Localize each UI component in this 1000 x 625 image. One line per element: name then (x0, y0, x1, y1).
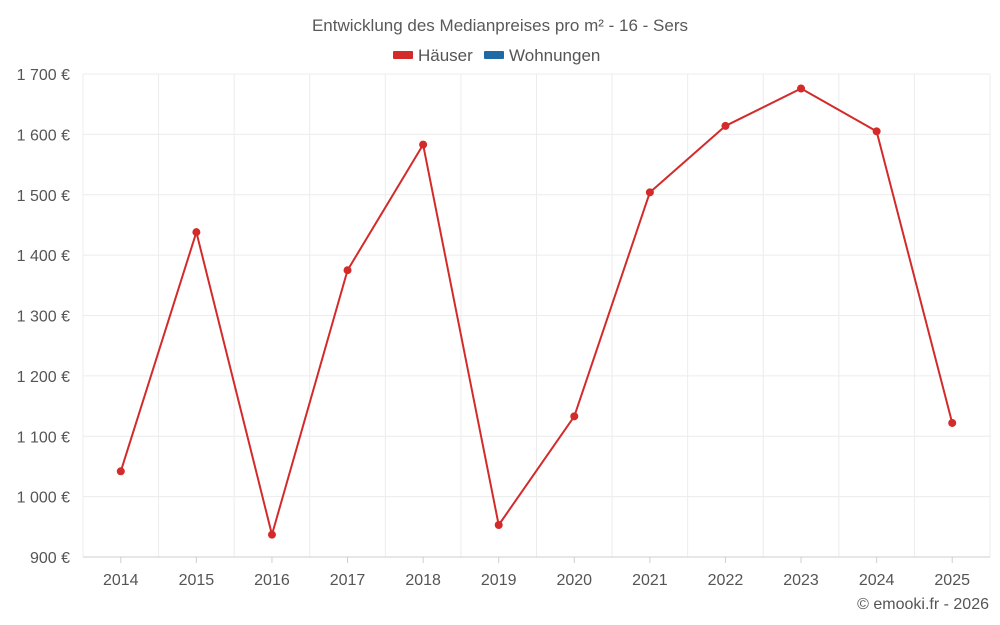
x-tick-label: 2023 (783, 572, 819, 589)
y-tick-labels: 900 € 1 000 € 1 100 € 1 200 € 1 300 € 1 400 €… (17, 67, 70, 567)
x-tick-label: 2020 (556, 572, 592, 589)
y-tick-label: 1 200 € (17, 369, 70, 386)
legend-item-haeuser[interactable]: Häuser (393, 46, 473, 65)
data-point-haeuser-2025[interactable] (948, 418, 957, 427)
y-tick-label: 1 100 € (17, 429, 70, 446)
y-tick-label: 1 300 € (17, 309, 70, 326)
x-tick-labels: 2014 2015 2016 2017 2018 2019 2020 2021 2022 2023… (103, 572, 970, 589)
data-point-haeuser-2016[interactable] (267, 530, 276, 539)
data-point-haeuser-2019[interactable] (494, 521, 503, 530)
credit-text: © emooki.fr - 2026 (857, 596, 989, 613)
y-tick-label: 1 700 € (17, 67, 70, 84)
series-haeuser (116, 84, 957, 539)
x-tick-label: 2019 (481, 572, 517, 589)
x-tick-label: 2014 (103, 572, 139, 589)
data-point-haeuser-2023[interactable] (797, 84, 806, 93)
data-point-haeuser-2017[interactable] (343, 266, 352, 275)
legend: Häuser Wohnungen (393, 46, 600, 65)
legend-swatch-wohnungen (484, 51, 504, 59)
x-tick-label: 2015 (179, 572, 215, 589)
x-tick-label: 2021 (632, 572, 668, 589)
x-tick-label: 2018 (405, 572, 441, 589)
axes (83, 556, 990, 563)
data-point-haeuser-2018[interactable] (419, 140, 428, 149)
x-tick-label: 2017 (330, 572, 366, 589)
series-line-haeuser (119, 87, 954, 536)
grid (82, 73, 991, 557)
y-tick-label: 900 € (30, 550, 70, 567)
x-tick-label: 2024 (859, 572, 895, 589)
legend-item-wohnungen[interactable]: Wohnungen (484, 46, 600, 65)
data-point-haeuser-2015[interactable] (192, 228, 201, 237)
x-tick-label: 2025 (934, 572, 970, 589)
x-tick-label: 2016 (254, 572, 290, 589)
y-tick-label: 1 400 € (17, 248, 70, 265)
y-tick-label: 1 500 € (17, 188, 70, 205)
data-point-haeuser-2014[interactable] (116, 467, 125, 476)
chart-title: Entwicklung des Medianpreises pro m² - 1… (312, 16, 688, 35)
y-tick-label: 1 600 € (17, 127, 70, 144)
data-point-haeuser-2021[interactable] (645, 188, 654, 197)
data-point-haeuser-2020[interactable] (570, 412, 579, 421)
legend-swatch-haeuser (393, 51, 413, 59)
legend-label-haeuser: Häuser (418, 46, 473, 65)
data-point-haeuser-2022[interactable] (721, 121, 730, 130)
y-tick-label: 1 000 € (17, 490, 70, 507)
x-tick-label: 2022 (708, 572, 744, 589)
legend-label-wohnungen: Wohnungen (509, 46, 600, 65)
data-point-haeuser-2024[interactable] (872, 127, 881, 136)
